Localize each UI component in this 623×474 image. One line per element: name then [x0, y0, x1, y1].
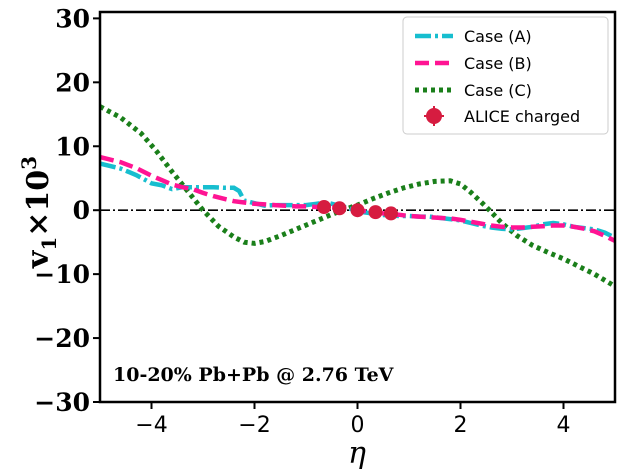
- x-tick-label: −4: [135, 413, 167, 438]
- y-tick-label: 20: [55, 68, 90, 97]
- x-axis-label: η: [348, 436, 366, 471]
- x-tick-label: −2: [238, 413, 270, 438]
- x-tick-label: 0: [351, 413, 365, 438]
- x-tick-label: 2: [454, 413, 468, 438]
- y-tick-label: 10: [55, 132, 90, 161]
- y-axis-label: v1×103: [17, 156, 61, 269]
- alice-data-point: [317, 200, 332, 214]
- y-axis-label-sup: 3: [17, 156, 41, 170]
- alice-data-point: [383, 206, 398, 221]
- legend: Case (A) Case (B) Case (C) ALICE charged: [402, 16, 609, 135]
- y-tick-label: 0: [73, 196, 90, 225]
- y-axis-label-main: v: [21, 249, 56, 269]
- annotation-text: 10-20% Pb+Pb @ 2.76 TeV: [113, 364, 395, 386]
- legend-swatch-alice: [424, 106, 444, 126]
- legend-label-case-c: Case (C): [464, 81, 532, 100]
- y-tick-label: −30: [34, 388, 90, 417]
- series-line-case-b: [100, 154, 615, 243]
- alice-points: [317, 200, 398, 221]
- legend-label-case-a: Case (A): [464, 27, 532, 46]
- y-tick-label: 30: [55, 4, 90, 33]
- alice-data-point: [332, 201, 347, 216]
- y-axis-label-sub: 1: [37, 237, 61, 251]
- y-tick-label: −10: [34, 260, 90, 289]
- alice-data-point: [350, 203, 365, 218]
- legend-label-alice: ALICE charged: [464, 107, 580, 126]
- alice-data-point: [368, 205, 383, 220]
- y-tick-label: −20: [34, 324, 90, 353]
- legend-box: [402, 16, 609, 135]
- x-tick-label: 4: [557, 413, 571, 438]
- legend-label-case-b: Case (B): [464, 54, 532, 73]
- y-axis-label-rest: ×10: [21, 170, 56, 237]
